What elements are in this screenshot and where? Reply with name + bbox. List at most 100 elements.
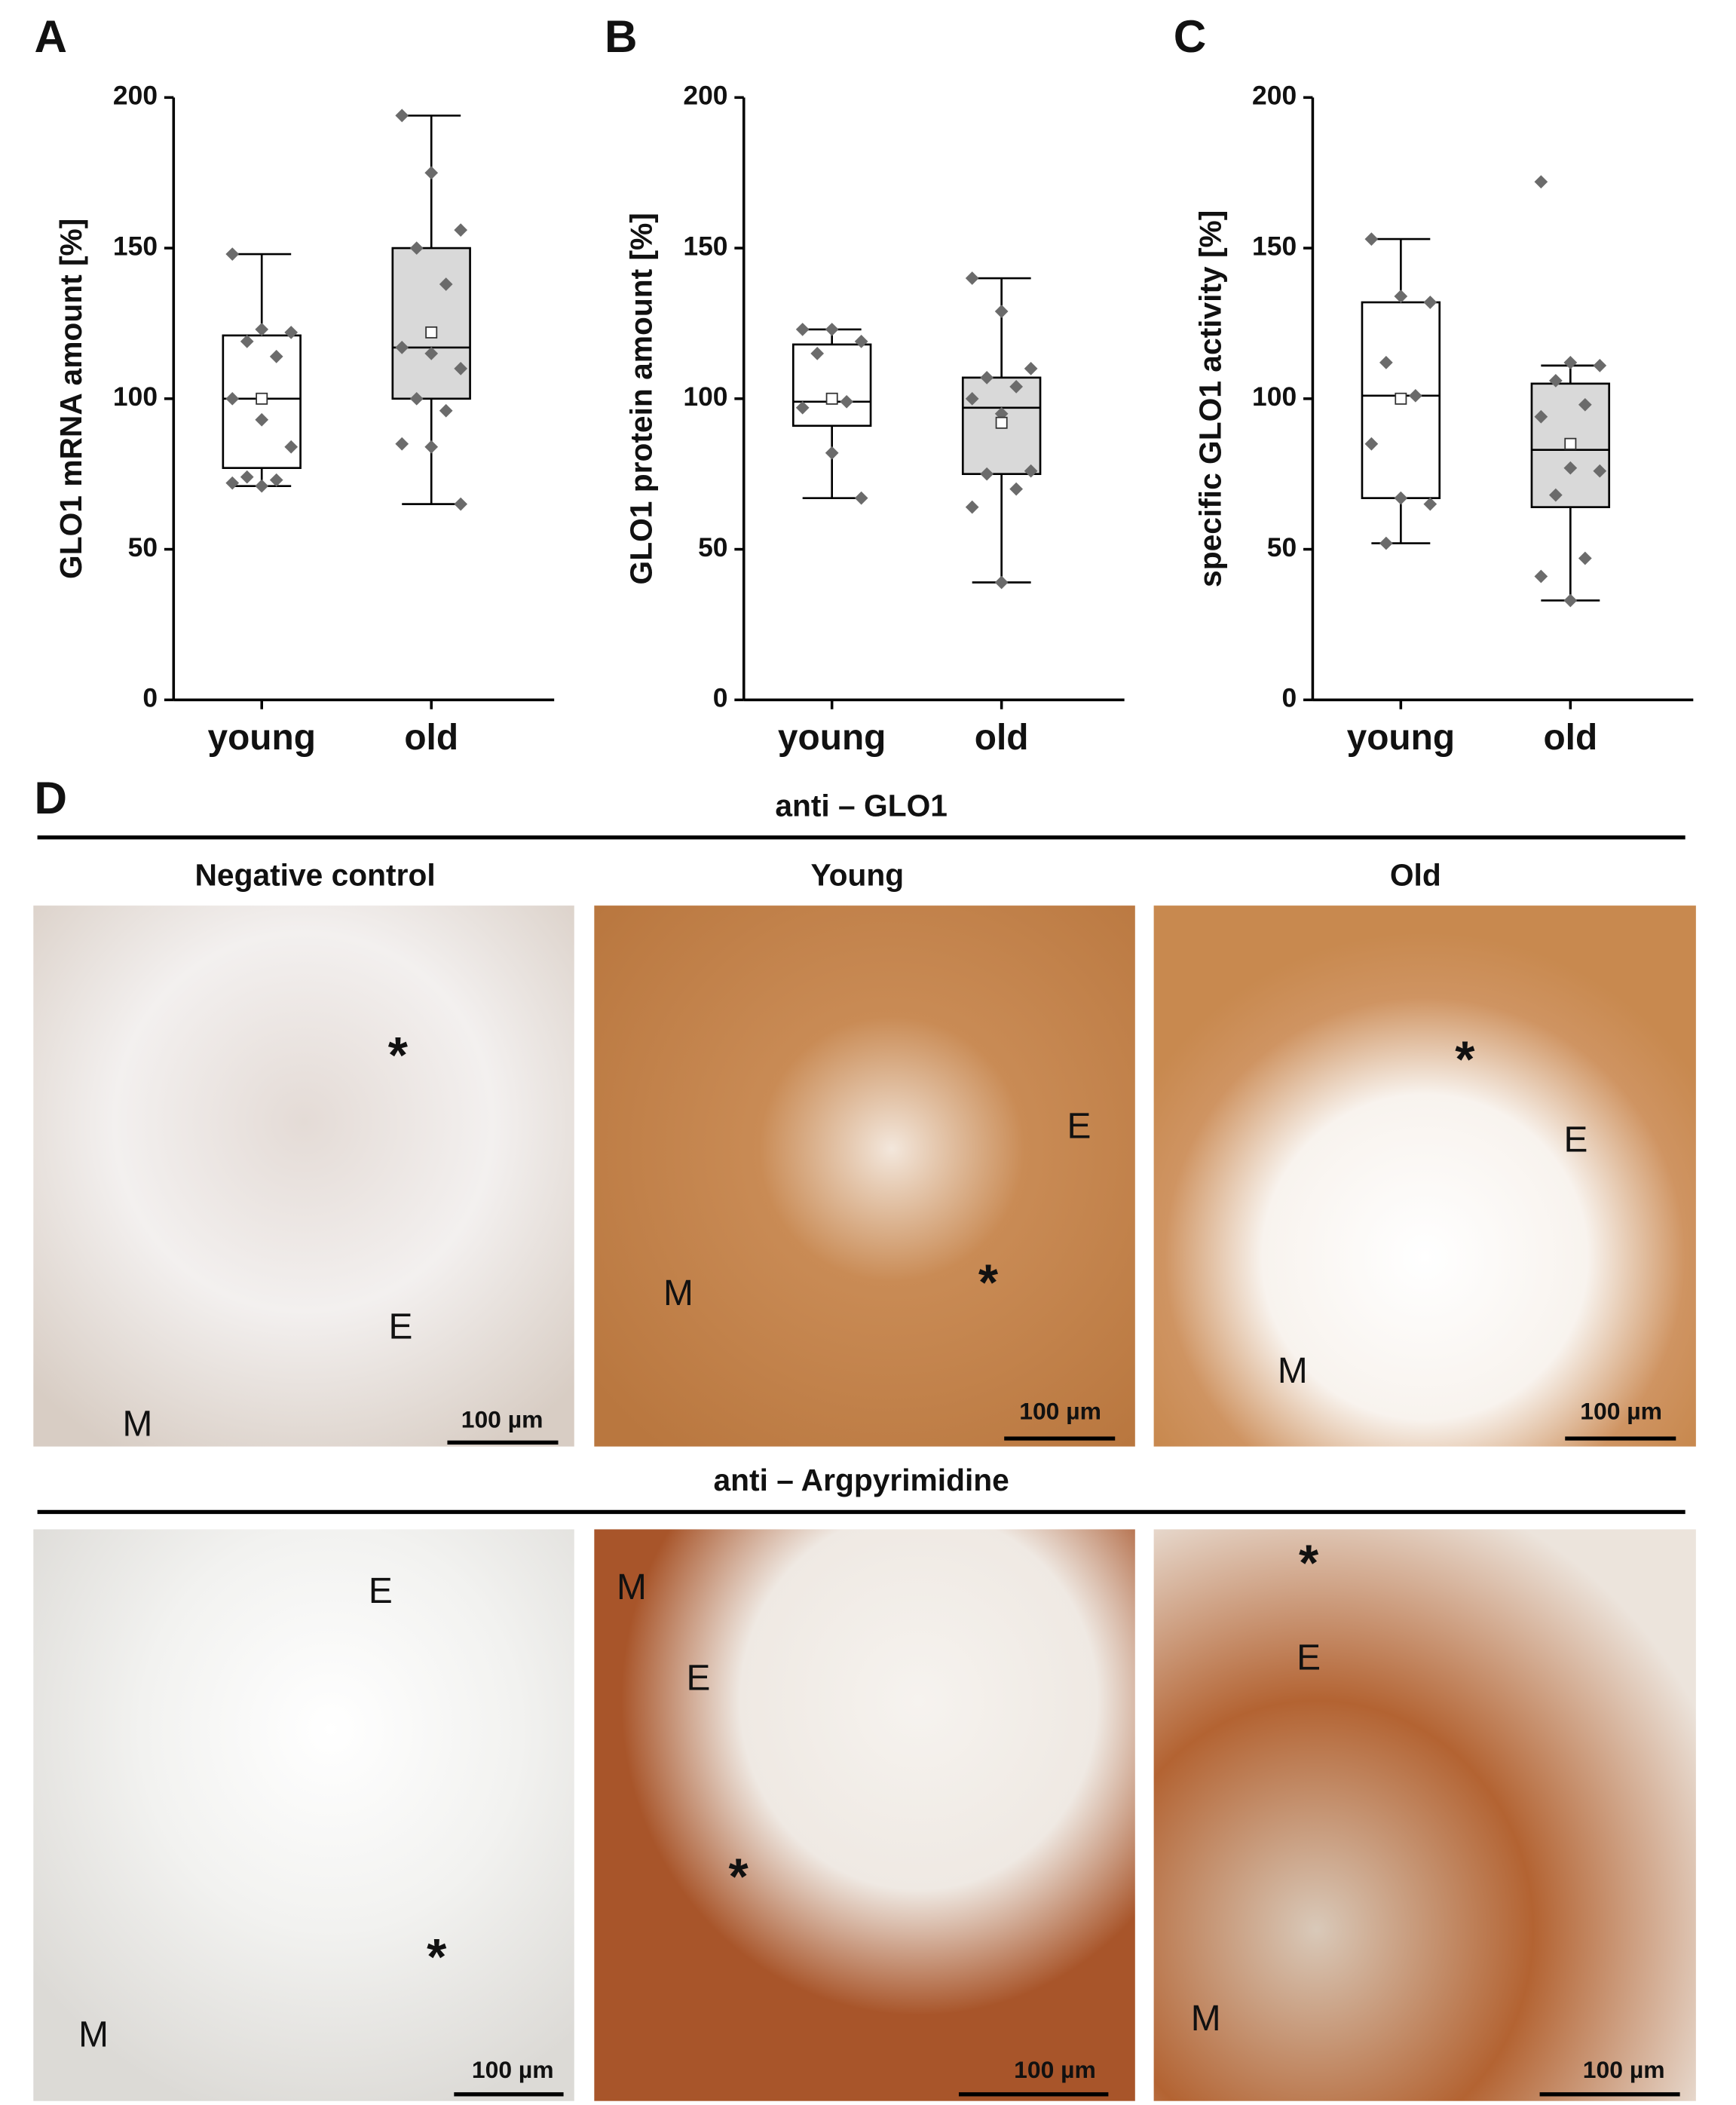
data-point	[225, 391, 240, 406]
data-point	[225, 247, 240, 261]
image-label: E	[369, 1571, 393, 1611]
y-tick-label: 100	[1252, 381, 1297, 412]
data-point	[1548, 373, 1563, 388]
panel-label: D	[35, 772, 67, 823]
panel-label: C	[1174, 11, 1206, 62]
data-point	[240, 470, 254, 484]
data-point	[255, 412, 269, 427]
y-axis-title: GLO1 mRNA amount [%]	[54, 219, 88, 579]
data-point	[1534, 569, 1548, 584]
row-title: anti – Argpyrimidine	[713, 1463, 1009, 1497]
scale-bar-label: 100 µm	[1019, 1398, 1101, 1425]
y-tick-label: 0	[713, 683, 728, 713]
micrograph	[33, 1529, 574, 2101]
data-point	[965, 271, 979, 285]
data-point	[1394, 491, 1408, 505]
data-point	[284, 440, 299, 454]
y-tick-label: 50	[1267, 532, 1297, 562]
data-point	[269, 473, 283, 487]
x-tick-label: young	[778, 718, 886, 758]
mean	[995, 416, 1008, 429]
data-point	[825, 446, 839, 460]
data-point	[1364, 232, 1379, 246]
image-label: E	[389, 1307, 413, 1347]
data-point	[439, 277, 453, 291]
data-point	[1394, 290, 1408, 303]
mean	[425, 326, 438, 339]
data-point	[1548, 488, 1563, 502]
data-point	[255, 323, 269, 336]
mean	[825, 392, 838, 405]
y-axis-title: GLO1 protein amount [%]	[624, 213, 659, 584]
y-tick-label: 200	[683, 81, 727, 111]
data-point	[854, 491, 868, 505]
y-axis-title: specific GLO1 activity [%]	[1193, 210, 1227, 587]
data-point	[1024, 362, 1038, 375]
image-label: M	[617, 1567, 647, 1607]
data-point	[965, 500, 979, 514]
data-point	[1578, 551, 1592, 565]
micrograph	[33, 905, 574, 1447]
box	[391, 247, 471, 400]
panel-label: A	[35, 11, 67, 62]
mean	[1564, 437, 1577, 450]
scale-bar-label: 100 µm	[1583, 2056, 1665, 2083]
panel-label: B	[605, 11, 637, 62]
y-tick-label: 100	[683, 381, 727, 412]
data-point	[424, 440, 439, 454]
image-label: M	[1191, 1999, 1221, 2039]
micrograph	[1153, 905, 1696, 1447]
image-label: E	[1563, 1120, 1588, 1160]
data-point	[825, 323, 839, 336]
micrograph	[594, 905, 1135, 1447]
data-point	[424, 166, 439, 180]
image-label: M	[123, 1405, 153, 1445]
data-point	[409, 241, 424, 255]
image-label: M	[1278, 1351, 1308, 1391]
data-point	[454, 497, 468, 511]
scale-bar-label: 100 µm	[1014, 2056, 1096, 2083]
data-point	[795, 323, 810, 336]
data-point	[454, 223, 468, 237]
data-point	[1563, 461, 1578, 475]
data-point	[810, 347, 825, 360]
y-tick-label: 150	[1252, 231, 1297, 261]
mean	[256, 392, 268, 405]
data-point	[284, 326, 299, 339]
image-label: E	[1297, 1638, 1321, 1678]
image-label: *	[978, 1255, 999, 1311]
x-tick-label: young	[207, 718, 315, 758]
column-title: Negative control	[195, 858, 436, 893]
data-point	[1379, 356, 1393, 369]
image-label: *	[1455, 1031, 1475, 1088]
data-point	[1009, 482, 1023, 496]
data-point	[395, 109, 409, 123]
scale-bar-label: 100 µm	[472, 2056, 554, 2083]
data-point	[840, 394, 854, 409]
data-point	[225, 476, 240, 490]
data-point	[1423, 497, 1437, 511]
data-point	[1563, 593, 1578, 608]
y-tick-label: 150	[683, 231, 727, 261]
data-point	[1009, 379, 1023, 394]
data-point	[994, 305, 1009, 318]
y-tick-label: 200	[1252, 81, 1297, 111]
y-tick-label: 100	[113, 381, 158, 412]
y-tick-label: 200	[113, 81, 158, 111]
y-tick-label: 0	[1281, 683, 1297, 713]
image-label: M	[663, 1273, 693, 1313]
y-tick-label: 50	[128, 532, 158, 562]
micrograph	[594, 1529, 1135, 2101]
row-title: anti – GLO1	[775, 789, 948, 823]
data-point	[1593, 359, 1607, 372]
data-point	[1024, 464, 1038, 478]
image-label: *	[729, 1849, 749, 1905]
micrograph	[1153, 1529, 1696, 2101]
data-point	[439, 403, 453, 418]
column-title: Old	[1390, 858, 1441, 893]
box	[791, 343, 872, 427]
x-tick-label: old	[975, 718, 1029, 758]
mean	[1395, 392, 1407, 405]
image-label: M	[78, 2015, 109, 2054]
